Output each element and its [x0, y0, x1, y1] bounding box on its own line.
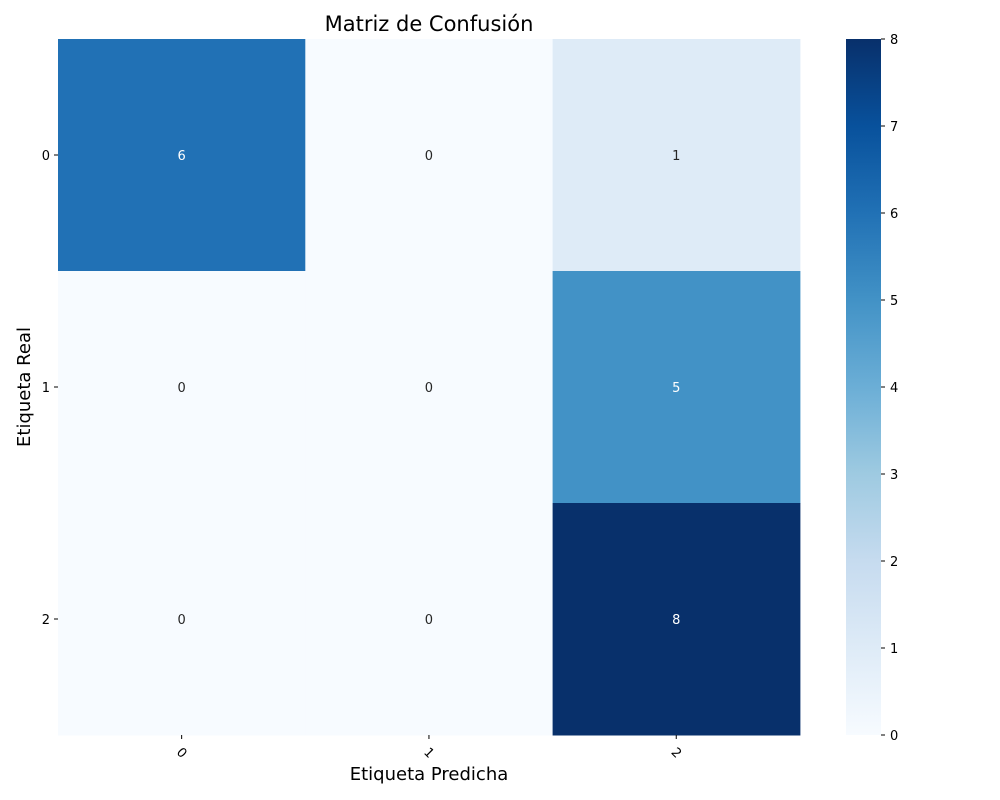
cell-label-r1-c2: 5: [672, 381, 680, 396]
cell-label-r0-c0: 6: [178, 149, 186, 164]
cell-label-r0-c1: 0: [425, 149, 433, 164]
heatmap-cell-r0-c1: [305, 39, 554, 272]
colorbar-tick-label: 4: [890, 381, 898, 396]
chart-title: Matriz de Confusión: [325, 12, 534, 36]
cell-label-r0-c2: 1: [672, 149, 680, 164]
colorbar-tick-label: 5: [890, 294, 898, 309]
y-tick-label: 0: [42, 149, 50, 164]
y-tick-label: 2: [42, 613, 50, 628]
x-tick-label: 0: [173, 745, 189, 761]
heatmap-cell-r2-c0: [58, 503, 306, 736]
colorbar-tick-label: 0: [890, 729, 898, 744]
colorbar: [846, 39, 881, 735]
colorbar-tick-label: 2: [890, 555, 898, 570]
y-tick-label: 1: [42, 381, 50, 396]
heatmap-cells: 6 0 1 0 0 5 0 0 8: [58, 39, 801, 736]
x-axis-label: Etiqueta Predicha: [350, 764, 509, 785]
cell-label-r2-c1: 0: [425, 613, 433, 628]
x-tick-label: 2: [668, 745, 684, 761]
cell-label-r1-c0: 0: [178, 381, 186, 396]
colorbar-tick-label: 7: [890, 120, 898, 135]
colorbar-ticks: 0 1 2 3 4 5 6 7 8: [881, 33, 898, 744]
colorbar-tick-label: 1: [890, 642, 898, 657]
heatmap-cell-r1-c2: [552, 271, 801, 504]
heatmap-cell-r0-c0: [58, 39, 306, 272]
y-axis-label: Etiqueta Real: [14, 327, 35, 447]
heatmap-cell-r0-c2: [552, 39, 801, 272]
heatmap-cell-r2-c1: [305, 503, 554, 736]
cell-label-r1-c1: 0: [425, 381, 433, 396]
colorbar-tick-label: 8: [890, 33, 898, 48]
colorbar-tick-label: 6: [890, 207, 898, 222]
heatmap-cell-r2-c2: [552, 503, 801, 736]
cell-label-r2-c0: 0: [178, 613, 186, 628]
cell-label-r2-c2: 8: [672, 613, 680, 628]
x-tick-label: 1: [420, 745, 436, 761]
heatmap-cell-r1-c1: [305, 271, 554, 504]
x-axis-ticks: 0 1 2: [173, 735, 684, 762]
y-axis-ticks: 0 1 2: [42, 149, 58, 628]
heatmap-cell-r1-c0: [58, 271, 306, 504]
colorbar-tick-label: 3: [890, 468, 898, 483]
